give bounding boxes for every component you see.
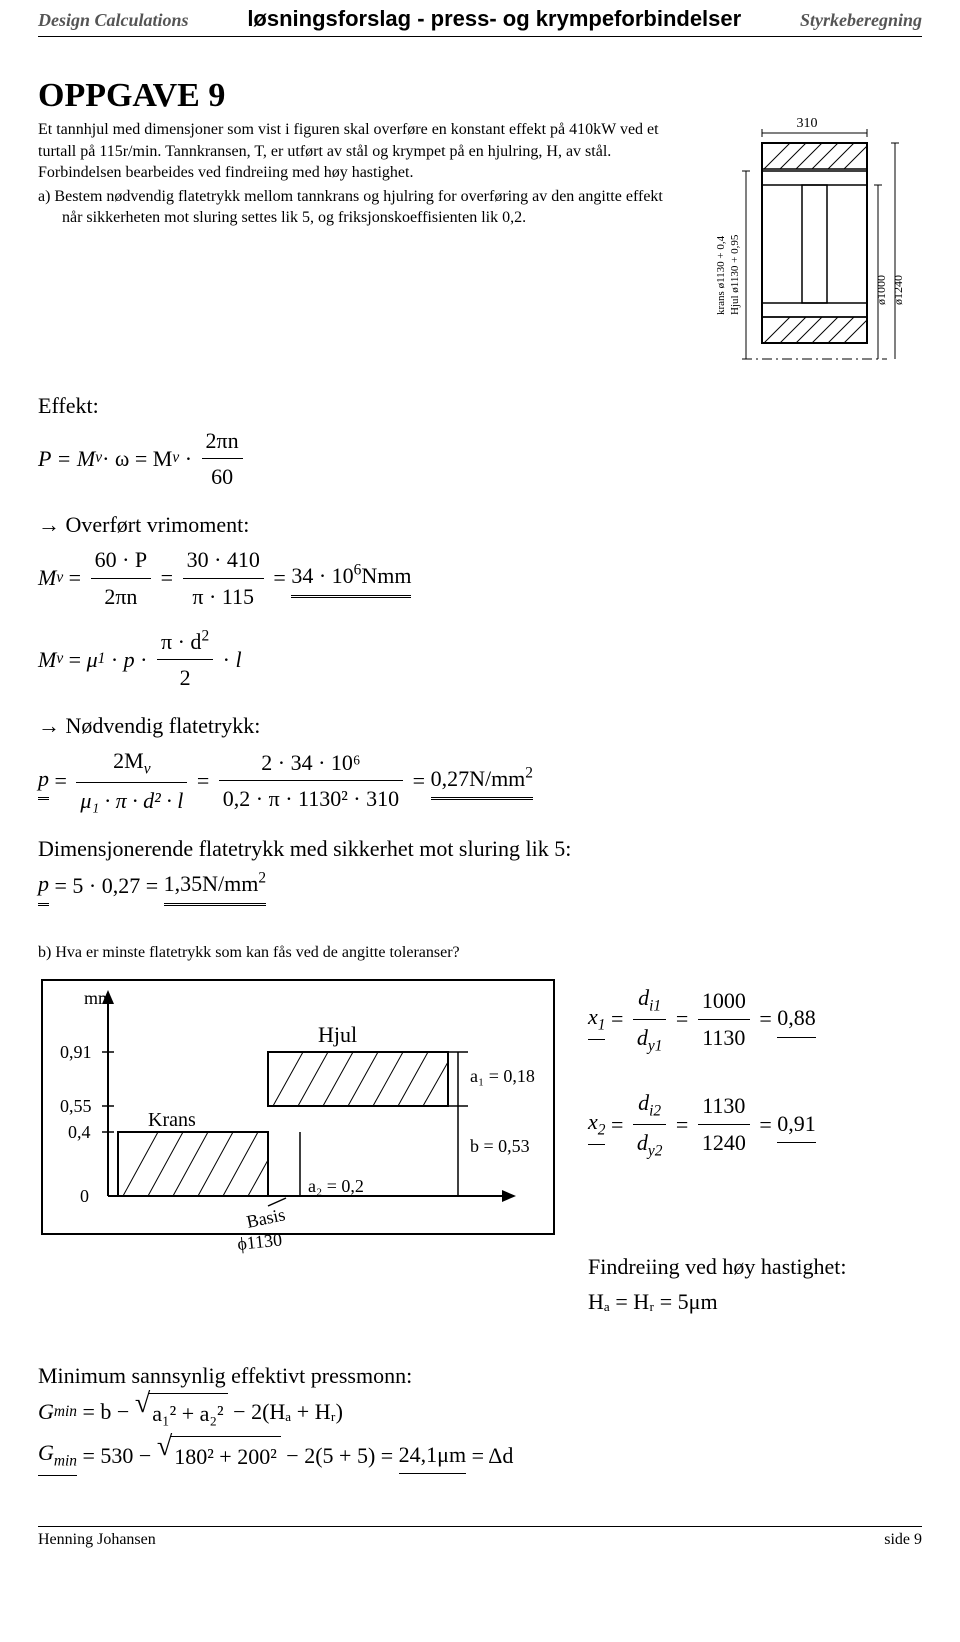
- label-krans-diam: krans ø1130 + 0,4: [715, 235, 727, 315]
- a1-label: a₁ = 0,18: [470, 1066, 535, 1086]
- task-title: OPPGAVE 9: [38, 77, 922, 115]
- dim-label: Dimensjonerende flatetrykk med sikkerhet…: [38, 836, 922, 862]
- eq-power: P = Mv · ω = Mv · 2πn 60: [38, 423, 922, 494]
- findreiing-label: Findreiing ved høy hastighet:: [588, 1254, 922, 1280]
- ytick-091: 0,91: [60, 1042, 92, 1062]
- nodvendig-label: → Nødvendig flatetrykk:: [38, 713, 922, 739]
- overfort-label: → Overført vrimoment:: [38, 512, 922, 538]
- page-header: Design Calculations løsningsforslag - pr…: [38, 0, 922, 37]
- cross-section-figure: 310: [702, 115, 922, 375]
- eq-gmin-symbolic: Gmin = b − √ a₁² + a₂² − 2(Hₐ + Hᵣ): [38, 1393, 922, 1431]
- label-d1240: ø1240: [891, 275, 905, 305]
- question-a: a) Bestem nødvendig flatetrykk mellom ta…: [38, 186, 682, 229]
- eq-x2: x2 = di2 dy2 = 1130 1240 = 0,91: [588, 1085, 922, 1164]
- page-footer: Henning Johansen side 9: [38, 1526, 922, 1549]
- eq-gmin-numeric: Gmin = 530 − √ 180² + 200² − 2(5 + 5) = …: [38, 1435, 922, 1476]
- basis-label: Basis: [245, 1204, 287, 1232]
- header-right: Styrkeberegning: [800, 10, 922, 31]
- y-unit: mm: [84, 988, 112, 1008]
- findreiing-eq: Hₐ = Hᵣ = 5μm: [588, 1284, 922, 1319]
- phi-label: ϕ1130: [236, 1229, 283, 1254]
- footer-page: side 9: [884, 1531, 922, 1549]
- krans-box: Krans: [118, 1109, 268, 1196]
- a2-label: a₂ = 0,2: [308, 1176, 364, 1196]
- ytick-0: 0: [80, 1186, 89, 1206]
- eq-x1: x1 = di1 dy1 = 1000 1130 = 0,88: [588, 980, 922, 1059]
- b-label: b = 0,53: [470, 1136, 530, 1156]
- ytick-04: 0,4: [68, 1122, 91, 1142]
- label-hjul-diam: Hjul ø1130 + 0,95: [729, 234, 741, 315]
- ytick-055: 0,55: [60, 1096, 92, 1116]
- hjul-box: Hjul: [268, 1022, 448, 1106]
- min-label: Minimum sannsynlig effektivt pressmonn:: [38, 1363, 922, 1389]
- eq-pressure: p = 2Mv μ₁ · π · d² · l = 2 · 34 · 10⁶ 0…: [38, 743, 922, 818]
- effekt-label: Effekt:: [38, 393, 922, 419]
- dim-width: 310: [797, 116, 818, 131]
- eq-moment: Mv = 60 · P 2πn = 30 · 410 π · 115 = 34 …: [38, 542, 922, 613]
- eq-mv-expanded: Mv = μ1 · p · π · d2 2 · l: [38, 624, 922, 695]
- header-center: løsningsforslag - press- og krympeforbin…: [247, 6, 741, 32]
- krans-label: Krans: [148, 1109, 196, 1131]
- footer-author: Henning Johansen: [38, 1531, 156, 1549]
- label-d1000: ø1000: [874, 275, 888, 305]
- hjul-label: Hjul: [318, 1022, 357, 1047]
- tolerance-sketch: mm 0,91 0,55 0,4 0: [38, 976, 558, 1256]
- intro-text: Et tannhjul med dimensjoner som vist i f…: [38, 119, 682, 184]
- eq-design-pressure: p = 5 · 0,27 = 1,35N/mm2: [38, 866, 922, 905]
- header-left: Design Calculations: [38, 10, 189, 31]
- question-b: b) Hva er minste flatetrykk som kan fås …: [38, 944, 922, 962]
